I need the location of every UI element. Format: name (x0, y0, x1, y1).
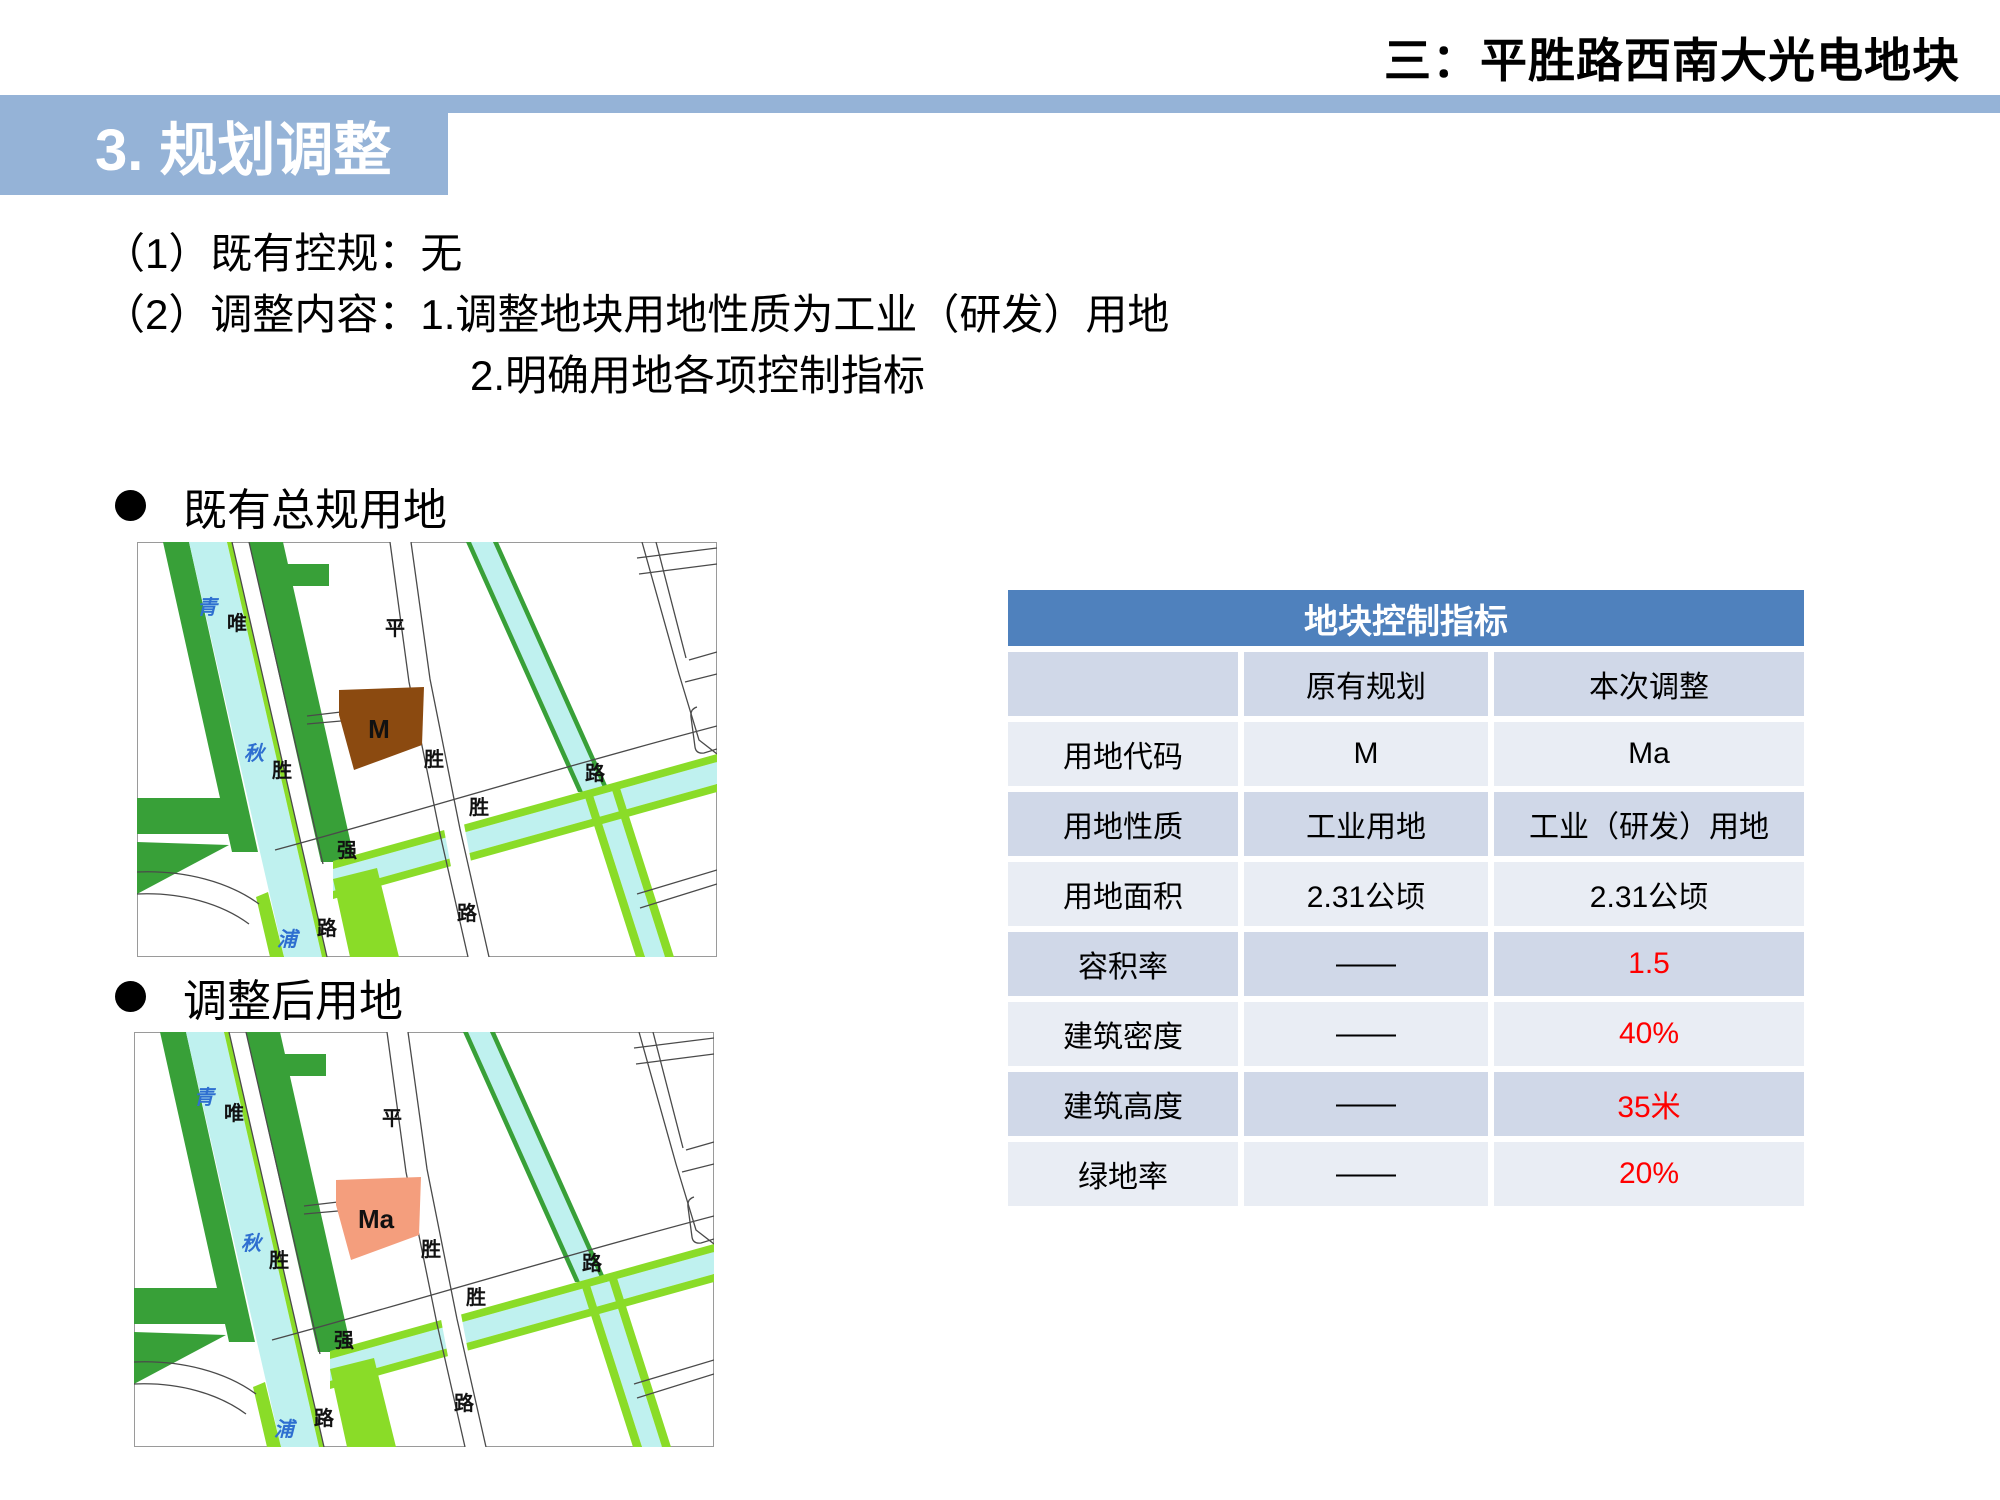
bullet-dot-icon (115, 981, 146, 1012)
svg-text:路: 路 (454, 1391, 475, 1415)
accent-strip (0, 95, 2000, 113)
green-buffer-shapes (134, 1032, 352, 1384)
svg-text:强: 强 (337, 840, 357, 862)
table-title: 地块控制指标 (1008, 590, 1804, 646)
road-outlines (134, 1032, 714, 1447)
row-label-cell: 绿地率 (1008, 1142, 1238, 1206)
road-name-labels: 唯 胜 路 平 胜 路 强 胜 路 (227, 611, 606, 940)
old-value-cell: M (1244, 722, 1488, 786)
row-label-cell: 建筑高度 (1008, 1072, 1238, 1136)
table-row: 容积率 —— 1.5 (1008, 932, 1804, 996)
svg-text:唯: 唯 (224, 1101, 244, 1125)
svg-text:胜: 胜 (424, 748, 444, 771)
river-name-labels: 青 秋 浦 (194, 1086, 298, 1441)
svg-text:路: 路 (317, 916, 338, 940)
table-row: 建筑高度 —— 35米 (1008, 1072, 1804, 1136)
canal-edges (463, 1032, 607, 1282)
column-header-empty (1008, 652, 1238, 716)
plot-control-table-wrapper: 地块控制指标 原有规划 本次调整 用地代码 M Ma 用地性质 工业用地 工业（研发）用地… (1002, 584, 1810, 1212)
svg-text:浦: 浦 (277, 928, 301, 951)
paragraph-line-1: （1）既有控规：无 (103, 230, 463, 277)
table-title-row: 地块控制指标 (1008, 590, 1804, 646)
paragraph-line-2: （2）调整内容：1.调整地块用地性质为工业（研发）用地 (103, 291, 1170, 338)
svg-text:胜: 胜 (421, 1238, 441, 1261)
new-value-cell: 工业（研发）用地 (1494, 792, 1804, 856)
new-value-cell: 20% (1494, 1142, 1804, 1206)
row-label-cell: 用地性质 (1008, 792, 1238, 856)
table-row: 建筑密度 —— 40% (1008, 1002, 1804, 1066)
plot-control-table: 地块控制指标 原有规划 本次调整 用地代码 M Ma 用地性质 工业用地 工业（研发）用地… (1002, 584, 1810, 1212)
svg-text:平: 平 (382, 1108, 402, 1130)
svg-text:路: 路 (582, 1251, 603, 1275)
road-surface (387, 1032, 486, 1447)
row-label-cell: 用地面积 (1008, 862, 1238, 926)
table-row: 用地代码 M Ma (1008, 722, 1804, 786)
svg-text:胜: 胜 (272, 759, 292, 782)
row-label-cell: 用地代码 (1008, 722, 1238, 786)
new-value-cell: Ma (1494, 722, 1804, 786)
land-parcel (339, 687, 424, 770)
old-value-cell: —— (1244, 932, 1488, 996)
column-header-adjusted: 本次调整 (1494, 652, 1804, 716)
svg-text:强: 强 (334, 1330, 354, 1352)
svg-text:浦: 浦 (274, 1418, 298, 1441)
svg-text:路: 路 (314, 1406, 335, 1430)
parcel-code-label: Ma (358, 1204, 395, 1234)
column-header-original: 原有规划 (1244, 652, 1488, 716)
old-value-cell: —— (1244, 1142, 1488, 1206)
bullet-label-adjusted-plan: 调整后用地 (183, 977, 403, 1026)
bright-green-shapes (224, 1032, 714, 1447)
parcel-code-label: M (368, 714, 390, 744)
table-row: 用地性质 工业用地 工业（研发）用地 (1008, 792, 1804, 856)
section-banner: 3. 规划调整 (0, 95, 448, 195)
canal-edges (466, 542, 610, 792)
road-surface (390, 542, 489, 957)
svg-text:秋: 秋 (241, 1232, 264, 1255)
old-value-cell: 工业用地 (1244, 792, 1488, 856)
old-value-cell: —— (1244, 1002, 1488, 1066)
table-row: 绿地率 —— 20% (1008, 1142, 1804, 1206)
bullet-dot-icon (115, 490, 146, 521)
road-outlines (137, 542, 717, 957)
new-value-cell: 1.5 (1494, 932, 1804, 996)
svg-text:秋: 秋 (244, 742, 267, 765)
svg-text:唯: 唯 (227, 611, 247, 635)
land-parcel (336, 1177, 421, 1260)
page-title: 三：平胜路西南大光电地块 (1384, 34, 1960, 87)
bright-green-shapes (227, 542, 717, 957)
table-header-row: 原有规划 本次调整 (1008, 652, 1804, 716)
row-label-cell: 容积率 (1008, 932, 1238, 996)
svg-text:路: 路 (585, 761, 606, 785)
old-value-cell: —— (1244, 1072, 1488, 1136)
paragraph-line-3: 2.明确用地各项控制指标 (470, 352, 926, 399)
old-value-cell: 2.31公顷 (1244, 862, 1488, 926)
svg-text:胜: 胜 (469, 796, 489, 819)
svg-text:平: 平 (385, 618, 405, 640)
map-adjusted-plan: Ma 唯 胜 路 平 胜 路 强 胜 路 青 秋 浦 (134, 1032, 714, 1447)
bullet-label-existing-plan: 既有总规用地 (183, 486, 447, 535)
road-name-labels: 唯 胜 路 平 胜 路 强 胜 路 (224, 1101, 603, 1430)
new-value-cell: 35米 (1494, 1072, 1804, 1136)
svg-text:青: 青 (197, 596, 220, 619)
svg-text:青: 青 (194, 1086, 217, 1109)
new-value-cell: 2.31公顷 (1494, 862, 1804, 926)
svg-text:路: 路 (457, 901, 478, 925)
table-row: 用地面积 2.31公顷 2.31公顷 (1008, 862, 1804, 926)
river-name-labels: 青 秋 浦 (197, 596, 301, 951)
green-buffer-shapes (137, 542, 355, 894)
map-existing-plan: M 唯 胜 路 平 胜 路 强 胜 路 青 秋 浦 (137, 542, 717, 957)
row-label-cell: 建筑密度 (1008, 1002, 1238, 1066)
planning-map: Ma 唯 胜 路 平 胜 路 强 胜 路 青 秋 浦 (134, 1032, 714, 1447)
planning-map: M 唯 胜 路 平 胜 路 强 胜 路 青 秋 浦 (137, 542, 717, 957)
svg-text:胜: 胜 (269, 1249, 289, 1272)
new-value-cell: 40% (1494, 1002, 1804, 1066)
svg-text:胜: 胜 (466, 1286, 486, 1309)
section-banner-label: 3. 规划调整 (95, 118, 392, 183)
